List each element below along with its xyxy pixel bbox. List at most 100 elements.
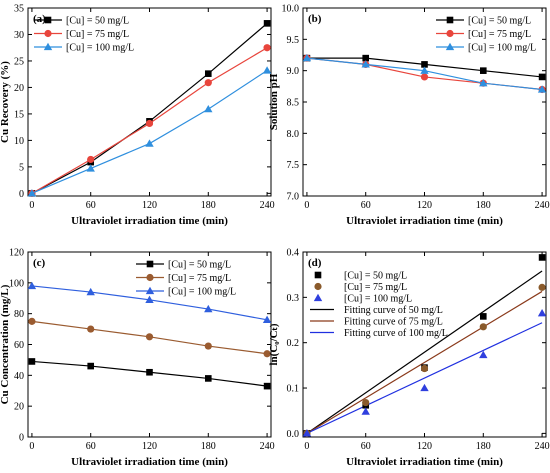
data-point xyxy=(87,155,95,164)
data-point xyxy=(362,54,370,62)
data-point xyxy=(420,383,429,392)
legend-label: [Cu] = 50 mg/L xyxy=(66,16,129,27)
data-point xyxy=(263,44,271,52)
legend-label: [Cu] = 75 mg/L xyxy=(66,29,129,40)
legend: [Cu] = 50 mg/L[Cu] = 75 mg/L[Cu] = 100 m… xyxy=(136,260,236,298)
data-point xyxy=(145,295,154,303)
data-point xyxy=(420,66,429,74)
legend-label: [Cu] = 50 mg/L xyxy=(168,260,231,271)
y-tick-label: 25 xyxy=(14,56,24,67)
y-tick-label: 0 xyxy=(19,189,24,200)
chart-panel-c: 0 60 120 180 240 0 20 40 60 80 100 120 Ultraviolet i… xyxy=(0,248,275,469)
legend-marker xyxy=(314,271,322,279)
y-axis-title: Cu Concentration (mg/L) xyxy=(0,284,11,404)
data-point xyxy=(145,333,154,341)
legend: [Cu] = 50 mg/L[Cu] = 75 mg/L[Cu] = 100 m… xyxy=(310,271,448,339)
x-tick-label: 60 xyxy=(361,200,371,211)
data-point xyxy=(87,325,95,333)
x-tick-label: 120 xyxy=(417,441,432,452)
y-tick-label: 0.4 xyxy=(287,248,300,259)
data-point xyxy=(479,350,488,359)
legend-marker xyxy=(313,293,323,302)
legend-label: Fitting curve of 50 mg/L xyxy=(344,305,443,316)
y-axis-title: ln(C₀/Cₜ) xyxy=(268,323,280,365)
data-point xyxy=(204,304,213,313)
x-axis-title: Ultraviolet irradiation time (min) xyxy=(71,456,228,468)
chart-panel-b: 0 60 120 180 240 7.0 7.5 8.0 8.5 9.0 9.5 10.0 Ultrav… xyxy=(268,4,550,228)
y-tick-label: 40 xyxy=(14,371,24,382)
data-point xyxy=(263,350,271,358)
y-tick-label: 100 xyxy=(9,278,24,289)
x-tick-label: 60 xyxy=(361,441,371,452)
fit-line xyxy=(306,322,543,434)
data-point xyxy=(537,85,547,93)
y-tick-label: 0.2 xyxy=(287,338,300,349)
panel-label: (d) xyxy=(308,257,322,269)
legend-marker xyxy=(44,29,52,38)
x-tick-label: 120 xyxy=(417,200,432,211)
x-tick-label: 0 xyxy=(304,441,309,452)
data-point xyxy=(145,119,154,128)
y-tick-label: 10 xyxy=(14,136,24,147)
x-tick-label: 180 xyxy=(476,200,491,211)
y-axis-title: Cu Recovery (%) xyxy=(0,61,11,143)
data-point xyxy=(479,323,487,331)
y-axis-title: Solution pH xyxy=(268,73,280,130)
legend-marker xyxy=(44,16,52,24)
legend-marker xyxy=(446,16,454,24)
x-tick-label: 180 xyxy=(476,441,491,452)
plot-frame xyxy=(302,251,547,438)
legend-marker xyxy=(43,42,53,51)
y-tick-label: 0 xyxy=(19,433,24,444)
y-tick-label: 15 xyxy=(14,109,24,120)
chart-panel-a: 0 60 120 180 240 0 5 10 15 20 25 30 35 Ultraviolet ir… xyxy=(0,4,275,228)
data-point xyxy=(538,254,546,261)
data-point xyxy=(302,429,312,437)
y-tick-label: 0.3 xyxy=(287,293,300,304)
data-point xyxy=(204,79,212,87)
data-point xyxy=(537,309,547,317)
x-tick-label: 240 xyxy=(535,441,550,452)
legend-label: [Cu] = 50 mg/L xyxy=(344,271,407,282)
data-point xyxy=(361,407,370,415)
x-tick-label: 60 xyxy=(86,441,96,452)
data-point xyxy=(204,104,213,113)
data-point xyxy=(361,60,370,68)
y-tick-label: 30 xyxy=(14,30,24,41)
x-tick-label: 180 xyxy=(201,200,216,211)
fit-line xyxy=(306,270,543,434)
legend-label: [Cu] = 100 mg/L xyxy=(168,287,236,298)
data-point xyxy=(479,79,488,87)
x-tick-label: 120 xyxy=(142,441,157,452)
data-point xyxy=(420,364,429,373)
y-tick-label: 8.5 xyxy=(287,98,300,109)
data-point xyxy=(27,281,37,290)
y-tick-label: 80 xyxy=(14,309,24,320)
legend-label: [Cu] = 75 mg/L xyxy=(344,282,407,293)
legend-label: [Cu] = 100 mg/L xyxy=(468,43,536,54)
legend-label: [Cu] = 100 mg/L xyxy=(344,294,412,305)
x-axis-title: Ultraviolet irradiation time (min) xyxy=(71,215,228,227)
legend: [Cu] = 50 mg/L[Cu] = 75 mg/L[Cu] = 100 m… xyxy=(436,16,536,54)
x-tick-label: 180 xyxy=(201,441,216,452)
legend-label: [Cu] = 75 mg/L xyxy=(468,29,531,40)
data-point xyxy=(302,53,312,62)
legend-label: Fitting curve of 75 mg/L xyxy=(344,317,443,328)
x-tick-label: 60 xyxy=(86,200,96,211)
x-tick-label: 120 xyxy=(142,200,157,211)
data-point xyxy=(362,398,370,407)
legend-marker xyxy=(314,282,322,291)
y-tick-label: 8.0 xyxy=(287,129,300,140)
legend-marker xyxy=(146,273,154,282)
data-point xyxy=(262,66,272,74)
y-tick-label: 20 xyxy=(14,402,24,413)
data-point xyxy=(204,375,212,382)
data-point xyxy=(27,189,37,197)
legend-label: Fitting curve of 100 mg/L xyxy=(344,328,448,339)
plot-frame xyxy=(27,7,272,197)
y-tick-label: 5 xyxy=(19,162,24,173)
data-point xyxy=(420,73,429,81)
y-tick-label: 9.5 xyxy=(287,35,300,46)
data-point xyxy=(479,313,487,320)
data-point xyxy=(479,67,487,74)
